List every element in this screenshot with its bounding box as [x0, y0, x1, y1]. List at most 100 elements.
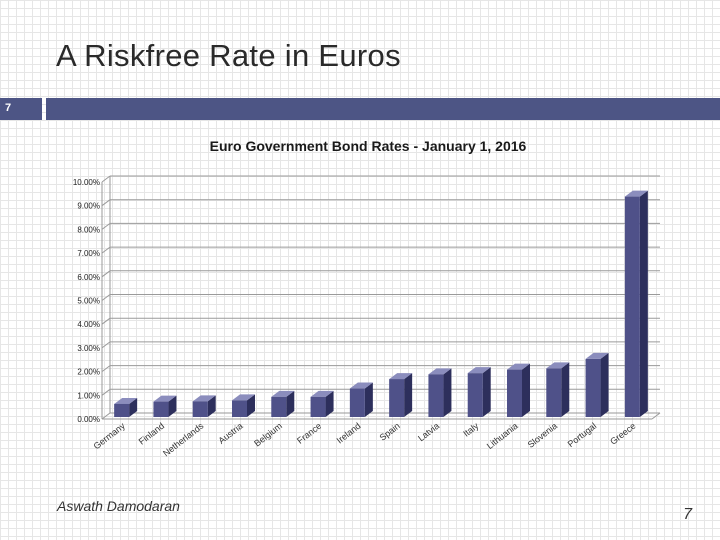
gridline-diagonal — [101, 175, 111, 183]
bar-top — [349, 382, 373, 389]
x-tick-label: Germany — [92, 420, 128, 451]
bar-side — [247, 394, 255, 417]
x-tick-label: Netherlands — [161, 420, 206, 458]
x-tick-label: Italy — [461, 420, 481, 438]
bar-top — [467, 367, 491, 374]
bar-side — [168, 395, 177, 417]
y-tick-label: 6.00% — [77, 273, 100, 282]
bar-lithuania — [507, 363, 530, 417]
bar — [624, 196, 640, 417]
x-tick-label: France — [295, 421, 323, 446]
bar-greece — [624, 190, 648, 417]
y-tick-label: 5.00% — [77, 297, 100, 306]
gridline-diagonal — [101, 317, 111, 325]
chart-title: Euro Government Bond Rates - January 1, … — [210, 138, 527, 154]
bar-side — [443, 368, 452, 417]
y-tick-label: 1.00% — [77, 391, 100, 400]
bar — [546, 368, 562, 417]
chart-grid — [101, 175, 661, 420]
bar-italy — [467, 367, 491, 417]
y-tick-label: 4.00% — [77, 320, 100, 329]
bar-top — [271, 390, 295, 397]
x-tick-label: Belgium — [252, 421, 284, 449]
bar — [507, 369, 522, 417]
bar-side — [600, 352, 609, 417]
y-tick-label: 3.00% — [77, 344, 100, 353]
bar-finland — [153, 395, 177, 417]
slide-number-badge: 7 — [0, 98, 42, 120]
y-tick-label: 7.00% — [77, 249, 100, 258]
bar-germany — [114, 397, 138, 417]
x-tick-label: Ireland — [335, 421, 363, 446]
x-tick-label: Portugal — [566, 421, 599, 450]
bar-top — [585, 352, 609, 359]
bar-netherlands — [192, 395, 216, 417]
bar-top — [507, 363, 530, 370]
gridline-diagonal — [101, 388, 111, 396]
bar — [153, 401, 169, 417]
x-tick-label: Finland — [137, 421, 166, 447]
x-tick-label: Latvia — [416, 421, 441, 444]
y-tick-label: 2.00% — [77, 368, 100, 377]
bond-rates-chart: Euro Government Bond Rates - January 1, … — [73, 138, 661, 458]
bar-ireland — [349, 382, 373, 417]
bar-latvia — [428, 368, 452, 417]
bar-side — [286, 390, 295, 417]
bar-top — [389, 373, 413, 380]
page-number: 7 — [683, 506, 692, 523]
bar-top — [192, 395, 216, 402]
gridline-diagonal — [101, 270, 111, 278]
author-name: Aswath Damodaran — [57, 498, 180, 514]
x-tick-label: Spain — [378, 421, 402, 443]
y-tick-label: 0.00% — [77, 415, 100, 424]
bar-top — [232, 394, 255, 401]
bar-austria — [232, 394, 255, 417]
bar-series — [114, 190, 648, 417]
floor-right-edge — [651, 412, 661, 420]
gridline-diagonal — [101, 365, 111, 373]
bar-side — [207, 395, 216, 417]
bar — [389, 379, 405, 417]
gridline-diagonal — [101, 223, 111, 230]
gridline-diagonal — [101, 199, 111, 207]
bar-top — [310, 390, 334, 397]
bar — [192, 401, 208, 417]
x-tick-label: Lithuania — [485, 421, 520, 451]
bar — [467, 373, 483, 417]
chart-container: Euro Government Bond Rates - January 1, … — [0, 130, 720, 470]
bar — [271, 396, 287, 417]
bar — [114, 403, 130, 417]
bar-belgium — [271, 390, 295, 417]
bar-france — [310, 390, 334, 417]
bar — [349, 388, 365, 417]
bar-side — [561, 362, 570, 417]
bar — [585, 358, 601, 417]
bar-spain — [389, 373, 413, 417]
slide-title: A Riskfree Rate in Euros — [56, 38, 401, 73]
bar-side — [522, 363, 530, 417]
gridline-diagonal — [101, 294, 111, 301]
x-tick-label: Slovenia — [526, 421, 559, 450]
bar-top — [114, 397, 138, 404]
bar — [232, 400, 247, 417]
bar — [428, 374, 444, 417]
x-tick-label: Austria — [216, 421, 244, 446]
bar — [310, 396, 326, 417]
bar-top — [428, 368, 452, 375]
y-tick-label: 9.00% — [77, 202, 100, 211]
x-tick-label: Greece — [608, 421, 637, 447]
bar-side — [482, 367, 491, 417]
header-bar — [46, 98, 720, 120]
y-tick-label: 8.00% — [77, 225, 100, 234]
bar-top — [546, 362, 570, 369]
y-axis: 0.00% 1.00% 2.00% 3.00% 4.00% 5.00% 6.00% 7.00%… — [73, 178, 100, 424]
gridline-diagonal — [101, 341, 111, 349]
bar-top — [153, 395, 177, 402]
gridline-diagonal — [101, 412, 111, 420]
bar-side — [364, 382, 373, 417]
bar-side — [129, 397, 138, 417]
y-tick-label: 10.00% — [73, 178, 100, 187]
bar-slovenia — [546, 362, 570, 417]
bar-top — [624, 190, 648, 197]
